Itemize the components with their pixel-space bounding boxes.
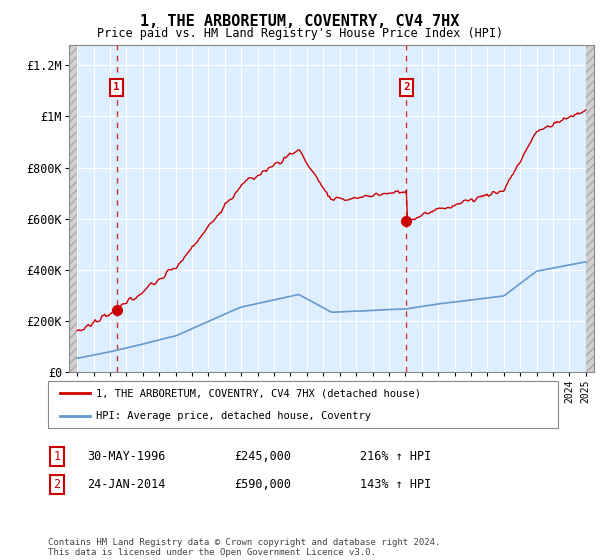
Text: 1, THE ARBORETUM, COVENTRY, CV4 7HX: 1, THE ARBORETUM, COVENTRY, CV4 7HX [140,14,460,29]
Text: £590,000: £590,000 [234,478,291,491]
Text: HPI: Average price, detached house, Coventry: HPI: Average price, detached house, Cove… [96,411,371,421]
Text: £245,000: £245,000 [234,450,291,463]
Text: 2: 2 [403,82,410,92]
Text: 1: 1 [113,82,120,92]
Text: 143% ↑ HPI: 143% ↑ HPI [360,478,431,491]
Text: 2: 2 [53,478,61,491]
Text: 1: 1 [53,450,61,463]
Text: 1, THE ARBORETUM, COVENTRY, CV4 7HX (detached house): 1, THE ARBORETUM, COVENTRY, CV4 7HX (det… [96,388,421,398]
Bar [69,45,77,372]
Text: Price paid vs. HM Land Registry's House Price Index (HPI): Price paid vs. HM Land Registry's House … [97,27,503,40]
Bar [586,45,594,372]
Text: 216% ↑ HPI: 216% ↑ HPI [360,450,431,463]
Text: Contains HM Land Registry data © Crown copyright and database right 2024.
This d: Contains HM Land Registry data © Crown c… [48,538,440,557]
Text: 24-JAN-2014: 24-JAN-2014 [87,478,166,491]
Text: 30-MAY-1996: 30-MAY-1996 [87,450,166,463]
